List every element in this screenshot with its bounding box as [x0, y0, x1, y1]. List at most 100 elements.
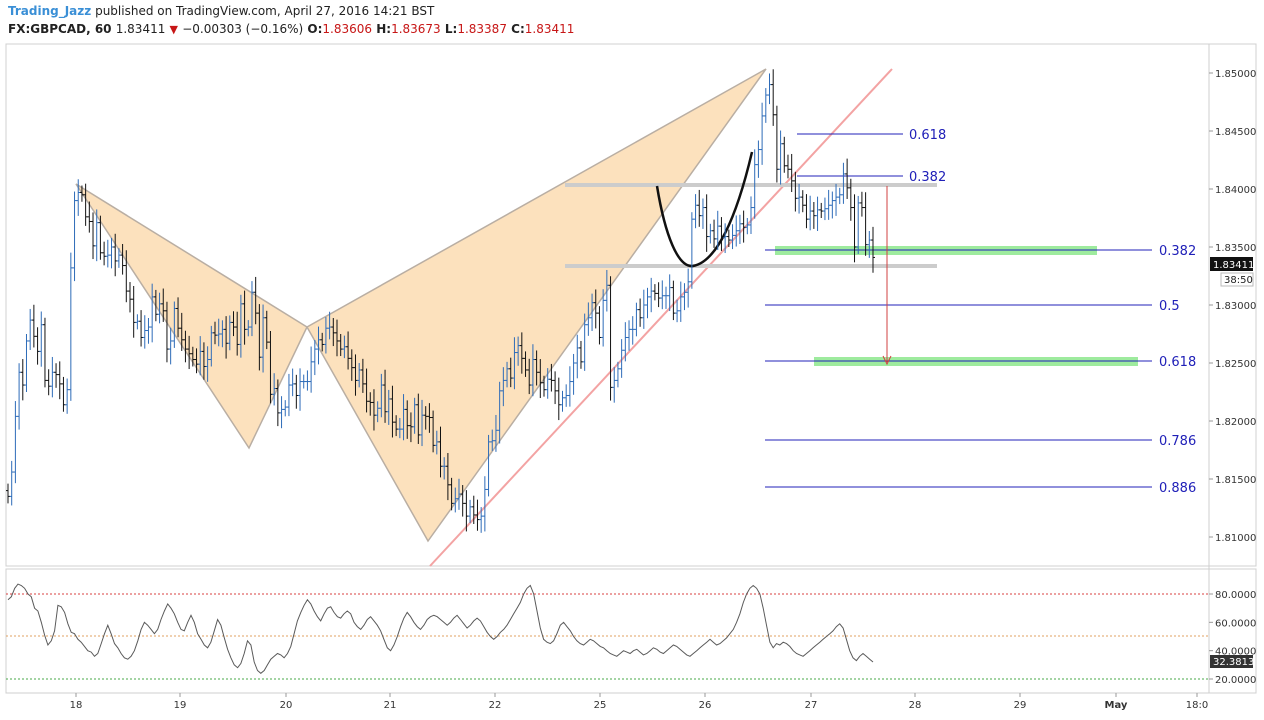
last-price-tag: [1210, 257, 1253, 271]
candle: [749, 196, 754, 235]
rsi-last-tag-text: 32.3813: [1213, 657, 1254, 668]
candle: [323, 317, 328, 354]
high-label: H:: [376, 22, 392, 36]
candle: [663, 286, 668, 309]
symbol-label[interactable]: FX:GBPCAD, 60: [8, 22, 112, 36]
candle: [730, 224, 735, 250]
candle: [656, 282, 661, 308]
candle: [445, 453, 450, 501]
candle: [201, 342, 206, 380]
candle: [54, 363, 59, 388]
candle: [767, 73, 772, 105]
rsi-axis[interactable]: 80.0000 60.0000 40.0000 20.0000: [1209, 590, 1256, 686]
candle: [534, 350, 539, 386]
low-value: 1.83387: [457, 22, 507, 36]
fib-label-left-1: 0.382: [909, 170, 946, 185]
candle: [283, 400, 288, 417]
candle: [79, 185, 84, 202]
candle: [394, 415, 399, 437]
candle: [9, 460, 14, 506]
candle: [811, 201, 816, 229]
candle: [338, 334, 343, 357]
close-label: C:: [511, 22, 525, 36]
candle: [94, 209, 99, 262]
candle: [131, 285, 136, 338]
candle: [438, 426, 443, 478]
candle: [819, 202, 824, 218]
cup-pattern-curve[interactable]: [655, 151, 754, 268]
candle: [615, 361, 620, 388]
candle: [575, 334, 580, 379]
author-link[interactable]: Trading_Jazz: [8, 4, 92, 18]
close-value: 1.83411: [524, 22, 575, 36]
candle: [416, 393, 421, 444]
price-tick-label: 1.81000: [1215, 533, 1256, 544]
candle: [519, 332, 524, 374]
candle: [150, 283, 155, 343]
candle: [597, 306, 602, 345]
candle: [135, 314, 140, 330]
candle: [57, 361, 62, 400]
candle: [320, 332, 325, 352]
candle: [671, 280, 676, 321]
candle: [298, 368, 303, 411]
time-axis[interactable]: 18 19 20 21 22 25 26 27 28 29 May 18:0: [70, 693, 1209, 711]
time-tick-label: 25: [594, 700, 607, 711]
candle: [453, 487, 458, 513]
candle: [216, 318, 221, 347]
candlestick-series[interactable]: [6, 69, 875, 533]
time-tick-label: May: [1105, 700, 1128, 711]
candle: [98, 215, 103, 260]
candle: [183, 330, 188, 363]
candle: [512, 337, 517, 390]
candle: [741, 210, 746, 243]
candle: [268, 330, 273, 404]
candle: [686, 268, 691, 308]
candle: [139, 310, 144, 347]
candle: [272, 373, 277, 406]
fib-lines[interactable]: 0.618 0.382 0.382 0.5 0.618 0.786 0.886: [765, 128, 1196, 496]
candle: [316, 326, 321, 365]
candle: [822, 197, 827, 221]
candle: [774, 105, 779, 183]
candle: [20, 359, 25, 401]
candle: [334, 319, 339, 357]
candle: [789, 153, 794, 193]
price-axis[interactable]: 1.85000 1.84500 1.84000 1.83500 1.83000 1.825…: [1209, 69, 1256, 544]
candle: [179, 312, 184, 351]
candle: [390, 385, 395, 438]
rsi-pane[interactable]: [5, 568, 1257, 694]
price-tick-label: 1.83500: [1215, 243, 1256, 254]
candle: [493, 414, 498, 452]
candle: [760, 102, 765, 165]
candle: [549, 363, 554, 392]
rsi-tick-label: 20.0000: [1215, 675, 1256, 686]
candle: [386, 389, 391, 425]
candle: [176, 297, 181, 338]
target-arrow[interactable]: [882, 186, 892, 366]
candle: [431, 410, 436, 453]
candle: [560, 390, 565, 412]
time-tick-label: 18:0: [1186, 700, 1208, 711]
ohlc-legend: FX:GBPCAD, 60 1.83411 ▼ −0.00303 (−0.16%…: [8, 22, 574, 36]
candle: [46, 369, 51, 396]
candle: [379, 373, 384, 418]
candle: [408, 412, 413, 443]
price-tick-label: 1.82000: [1215, 417, 1256, 428]
candle: [72, 191, 77, 282]
candle: [102, 241, 107, 266]
rsi-line[interactable]: [7, 583, 874, 674]
candle: [161, 288, 166, 322]
candle: [120, 243, 125, 275]
trend-line[interactable]: [429, 68, 893, 567]
candle: [593, 289, 598, 329]
candle: [538, 359, 543, 399]
candle: [65, 378, 70, 414]
candle: [194, 348, 199, 374]
candle: [464, 490, 469, 532]
candle: [630, 316, 635, 345]
candle: [172, 301, 177, 348]
candle: [124, 250, 129, 303]
fib-label-right-4: 0.886: [1159, 481, 1196, 496]
